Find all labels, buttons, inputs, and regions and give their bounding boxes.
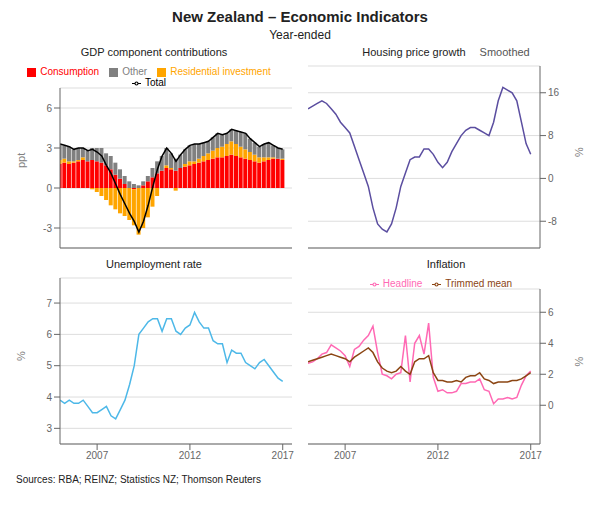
html-text:Year-ended: Year-ended bbox=[269, 28, 331, 42]
svg-text:4: 4 bbox=[548, 338, 554, 349]
svg-text:2017: 2017 bbox=[272, 450, 295, 461]
svg-text:16: 16 bbox=[548, 87, 560, 98]
svg-text:6: 6 bbox=[548, 307, 554, 318]
svg-text:6: 6 bbox=[46, 329, 52, 340]
svg-text:%: % bbox=[15, 351, 27, 361]
svg-text:6: 6 bbox=[46, 103, 52, 114]
html-text:Unemployment rate: Unemployment rate bbox=[106, 258, 202, 270]
svg-text:4: 4 bbox=[46, 392, 52, 403]
svg-text:%: % bbox=[573, 357, 585, 367]
svg-text:2012: 2012 bbox=[427, 450, 450, 461]
html-text:Other: Other bbox=[122, 66, 148, 77]
svg-text:0: 0 bbox=[548, 173, 554, 184]
svg-text:7: 7 bbox=[46, 298, 52, 309]
svg-text:3: 3 bbox=[46, 423, 52, 434]
html-text:Trimmed mean: Trimmed mean bbox=[445, 278, 513, 289]
html-text:Smoothed: Smoothed bbox=[479, 46, 530, 58]
svg-text:2007: 2007 bbox=[334, 450, 357, 461]
svg-text:%: % bbox=[573, 147, 585, 157]
svg-text:2012: 2012 bbox=[179, 450, 202, 461]
html-text:Headline: Headline bbox=[382, 278, 423, 289]
svg-text:5: 5 bbox=[46, 360, 52, 371]
html-text:Total: Total bbox=[144, 77, 167, 88]
html-text:Housing price growth: Housing price growth bbox=[362, 46, 466, 58]
svg-text:0: 0 bbox=[548, 400, 554, 411]
svg-text:3: 3 bbox=[46, 143, 52, 154]
html-text:GDP component contributions: GDP component contributions bbox=[80, 46, 228, 58]
svg-text:0: 0 bbox=[46, 183, 52, 194]
html-text:Inflation: Inflation bbox=[426, 258, 466, 270]
svg-text:2007: 2007 bbox=[86, 450, 109, 461]
svg-text:2017: 2017 bbox=[520, 450, 543, 461]
html-text:Consumption: Consumption bbox=[40, 66, 100, 77]
html-text:New Zealand – Economic Indicat: New Zealand – Economic Indicators bbox=[172, 8, 428, 25]
html-text:Sources: RBA; REINZ; Statistic: Sources: RBA; REINZ; Statistics NZ; Thom… bbox=[16, 474, 261, 485]
html-text:Residential investment: Residential investment bbox=[170, 66, 271, 77]
svg-text:2: 2 bbox=[548, 369, 554, 380]
svg-text:8: 8 bbox=[548, 130, 554, 141]
svg-text:-8: -8 bbox=[548, 216, 557, 227]
svg-text:-3: -3 bbox=[43, 223, 52, 234]
svg-text:ppt: ppt bbox=[15, 153, 27, 168]
